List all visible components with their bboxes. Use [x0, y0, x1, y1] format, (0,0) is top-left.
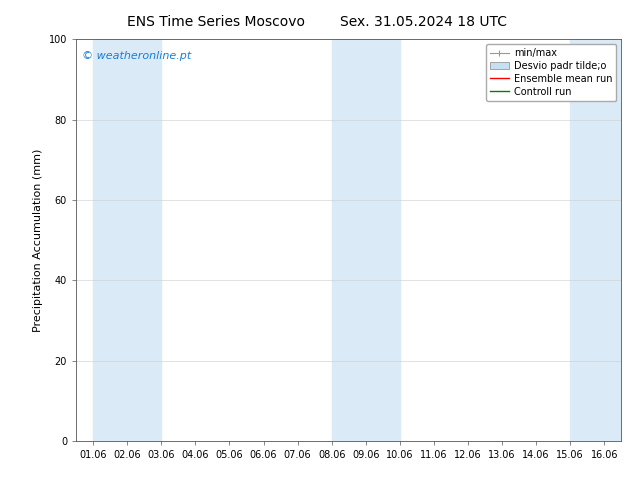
Text: ENS Time Series Moscovo        Sex. 31.05.2024 18 UTC: ENS Time Series Moscovo Sex. 31.05.2024 …	[127, 15, 507, 29]
Legend: min/max, Desvio padr tilde;o, Ensemble mean run, Controll run: min/max, Desvio padr tilde;o, Ensemble m…	[486, 44, 616, 100]
Bar	[93, 39, 161, 441]
Bar	[332, 39, 400, 441]
Bar	[570, 39, 621, 441]
Y-axis label: Precipitation Accumulation (mm): Precipitation Accumulation (mm)	[33, 148, 43, 332]
Text: © weatheronline.pt: © weatheronline.pt	[82, 51, 191, 61]
